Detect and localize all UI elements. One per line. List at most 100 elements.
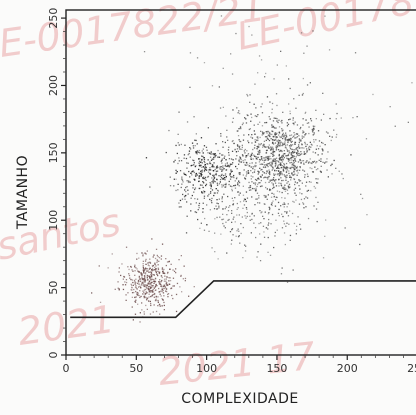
data-point: [208, 230, 210, 232]
y-tick-label: 100: [47, 210, 60, 231]
data-point: [261, 211, 263, 213]
data-point: [131, 287, 133, 289]
data-point: [275, 173, 277, 175]
data-point: [212, 179, 214, 181]
data-point: [131, 292, 134, 294]
data-point: [155, 299, 157, 301]
data-point: [266, 188, 268, 190]
data-point: [301, 153, 303, 155]
data-point: [250, 113, 252, 115]
data-point: [218, 207, 220, 209]
data-point: [284, 139, 287, 141]
data-point: [285, 137, 287, 139]
data-point: [273, 180, 276, 182]
data-point: [225, 115, 227, 117]
data-point: [306, 190, 308, 192]
data-point: [273, 154, 275, 157]
data-point: [221, 184, 223, 186]
data-point: [277, 160, 280, 162]
data-point: [285, 175, 287, 177]
data-point: [254, 141, 257, 143]
data-point: [264, 159, 266, 161]
data-point: [198, 204, 200, 207]
data-point: [144, 275, 146, 277]
data-point: [135, 296, 137, 298]
data-point: [267, 194, 269, 196]
data-point: [327, 151, 329, 153]
data-point: [266, 130, 268, 133]
data-point: [272, 148, 274, 150]
data-point: [254, 139, 256, 141]
data-point: [141, 277, 144, 279]
data-point: [315, 118, 317, 120]
data-point: [263, 203, 265, 205]
data-point: [181, 183, 183, 185]
data-point: [207, 159, 209, 161]
data-point: [284, 203, 286, 205]
data-point: [195, 133, 197, 135]
data-point: [326, 169, 328, 171]
data-point: [281, 144, 283, 147]
data-point: [215, 170, 217, 173]
data-point: [309, 82, 311, 84]
data-point: [238, 214, 240, 216]
data-point: [209, 167, 211, 169]
data-point: [262, 171, 264, 173]
data-point: [254, 144, 256, 146]
data-point: [286, 155, 288, 157]
data-point: [270, 179, 272, 181]
data-point: [214, 251, 216, 253]
data-point: [208, 193, 210, 196]
data-point: [136, 293, 138, 295]
data-point: [193, 191, 195, 193]
data-point: [239, 127, 242, 129]
data-point: [165, 288, 168, 290]
data-point: [268, 116, 270, 118]
data-point: [288, 170, 290, 172]
data-point: [292, 160, 295, 162]
data-point: [249, 162, 251, 165]
data-point: [300, 162, 302, 164]
data-point: [205, 166, 207, 169]
data-point: [234, 221, 236, 223]
data-point: [307, 175, 309, 178]
data-point: [290, 177, 292, 179]
data-point: [128, 268, 130, 271]
data-point: [264, 136, 267, 138]
data-point: [212, 174, 214, 177]
data-point: [336, 112, 338, 115]
data-point: [262, 144, 264, 146]
data-point: [144, 292, 146, 295]
data-point: [150, 281, 153, 284]
data-point: [260, 106, 262, 108]
data-point: [277, 170, 280, 172]
data-point: [215, 173, 217, 175]
data-point: [225, 221, 227, 223]
data-point: [226, 162, 228, 164]
data-point: [283, 166, 285, 168]
data-point: [167, 293, 169, 296]
data-point: [135, 287, 137, 289]
data-point: [144, 267, 147, 269]
data-point: [187, 189, 189, 191]
data-point: [288, 139, 291, 141]
data-point: [294, 141, 296, 143]
data-point: [292, 117, 294, 119]
data-point: [145, 253, 147, 255]
data-point: [216, 166, 218, 168]
data-point: [322, 92, 324, 94]
data-point: [271, 163, 273, 165]
data-point: [256, 145, 258, 148]
data-point: [257, 145, 260, 147]
data-point: [257, 150, 259, 153]
data-point: [139, 321, 141, 323]
data-point: [310, 162, 312, 164]
data-point: [146, 274, 148, 277]
data-point: [300, 228, 302, 230]
data-point: [248, 25, 250, 28]
data-point: [198, 202, 201, 205]
data-point: [272, 167, 274, 169]
data-point: [228, 152, 230, 154]
data-point: [308, 147, 310, 149]
data-point: [280, 182, 282, 185]
